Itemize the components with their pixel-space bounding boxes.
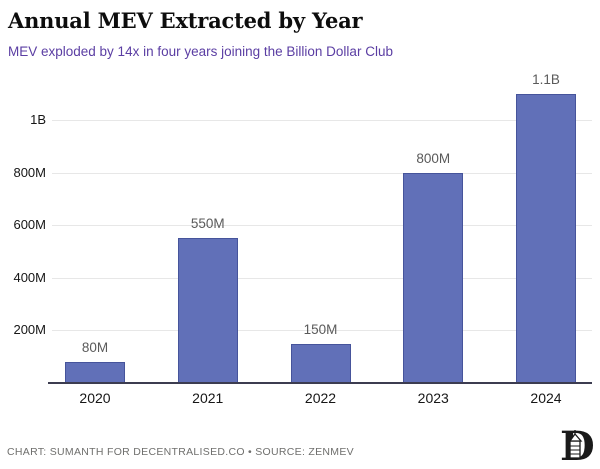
gridline-600M <box>52 225 592 227</box>
x-tick-label-2023: 2023 <box>417 390 449 406</box>
y-tick-label-1B: 1B <box>30 112 46 127</box>
chart-subtitle: MEV exploded by 14x in four years joinin… <box>8 44 393 59</box>
bar-2023 <box>403 172 464 383</box>
bar-value-label-2022: 150M <box>303 321 338 337</box>
bar-value-label-2020: 80M <box>81 339 109 355</box>
y-tick-label-800M: 800M <box>13 164 46 180</box>
gridline-200M <box>52 330 592 332</box>
x-axis-line <box>48 382 592 384</box>
bar-value-label-2021: 550M <box>190 216 225 232</box>
gridline-400M <box>52 277 592 279</box>
decentralised-d-monogram-icon: D <box>561 426 595 467</box>
x-tick-label-2024: 2024 <box>530 390 562 406</box>
x-tick-label-2021: 2021 <box>192 390 224 406</box>
bar-2024 <box>516 93 576 383</box>
chart-title: Annual MEV Extracted by Year <box>8 8 363 33</box>
x-tick-label-2022: 2022 <box>304 390 337 406</box>
bar-value-label-2024: 1.1B <box>532 71 560 87</box>
y-tick-label-400M: 400M <box>13 269 46 285</box>
bar-2020 <box>65 361 125 383</box>
bar-2021 <box>177 238 238 383</box>
gridline-800M <box>52 172 592 174</box>
bar-value-label-2023: 800M <box>416 150 451 166</box>
y-tick-label-200M: 200M <box>13 322 46 338</box>
y-tick-label-600M: 600M <box>13 217 46 233</box>
gridline-1B <box>52 120 592 121</box>
x-tick-label-2020: 2020 <box>79 390 111 406</box>
bar-2022 <box>290 343 351 383</box>
chart-credit: CHART: SUMANTH FOR DECENTRALISED.CO • SO… <box>7 446 354 458</box>
